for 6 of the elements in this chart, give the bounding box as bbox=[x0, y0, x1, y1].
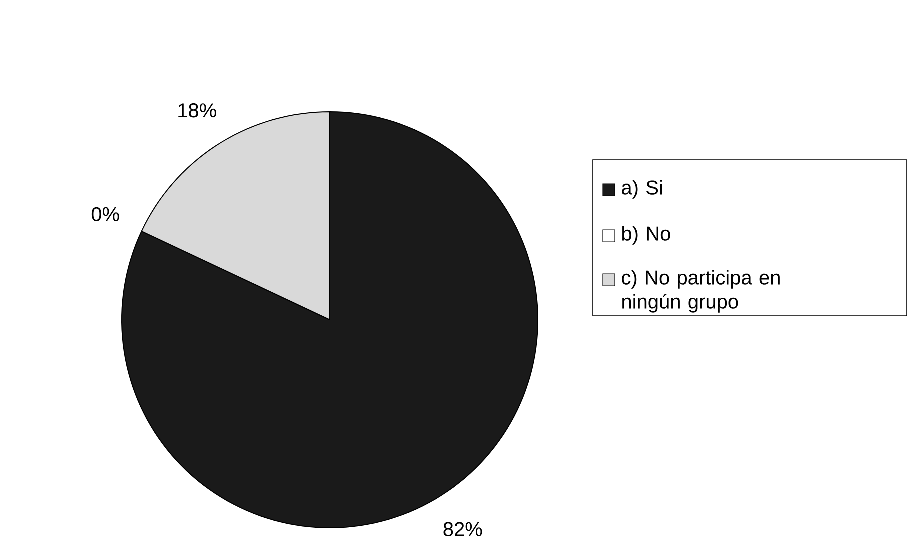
text: 0% bbox=[92, 207, 120, 222]
legend-label: a) Si bbox=[622, 180, 662, 199]
legend-label: b) No bbox=[622, 226, 670, 245]
data-label: 18% bbox=[178, 104, 216, 118]
legend-label: c) No participa en ningún grupo bbox=[622, 270, 780, 313]
data-label: 82% bbox=[444, 522, 482, 536]
